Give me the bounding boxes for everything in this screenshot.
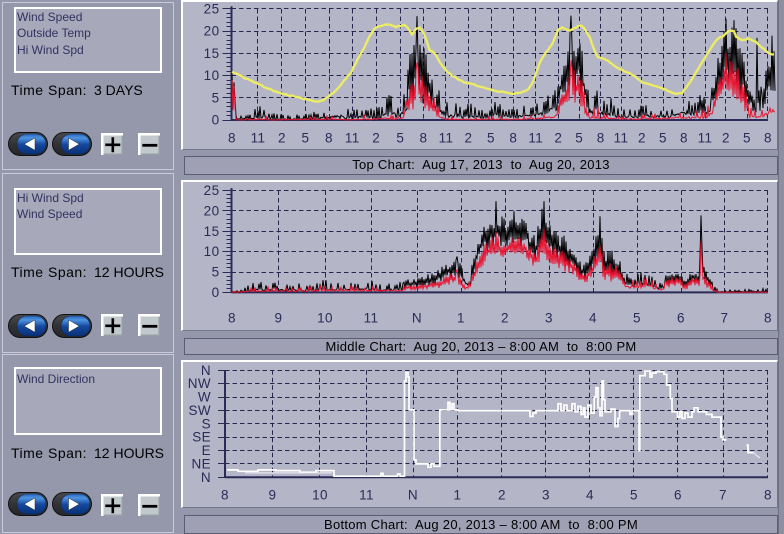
svg-text:11: 11: [364, 311, 379, 326]
svg-text:N: N: [412, 311, 422, 326]
svg-text:5: 5: [659, 131, 667, 146]
svg-text:5: 5: [212, 265, 220, 280]
svg-text:3: 3: [542, 488, 550, 503]
svg-text:10: 10: [317, 311, 333, 326]
svg-text:8: 8: [764, 488, 772, 503]
svg-text:8: 8: [221, 488, 229, 503]
svg-text:11: 11: [345, 131, 360, 146]
svg-text:5: 5: [302, 131, 310, 146]
svg-text:N: N: [408, 488, 418, 503]
svg-text:N: N: [201, 363, 211, 378]
svg-text:W: W: [198, 390, 211, 405]
svg-text:2: 2: [722, 131, 730, 146]
svg-text:1: 1: [457, 311, 465, 326]
svg-text:2: 2: [498, 488, 506, 503]
svg-text:4: 4: [586, 488, 594, 503]
svg-text:5: 5: [396, 131, 404, 146]
svg-text:7: 7: [719, 488, 727, 503]
svg-text:8: 8: [228, 131, 236, 146]
svg-text:5: 5: [575, 131, 583, 146]
svg-text:2: 2: [554, 131, 562, 146]
svg-text:6: 6: [677, 311, 685, 326]
svg-text:15: 15: [204, 46, 220, 61]
svg-text:4: 4: [589, 311, 597, 326]
svg-text:5: 5: [487, 131, 495, 146]
svg-text:2: 2: [372, 131, 380, 146]
svg-text:10: 10: [204, 68, 220, 83]
svg-text:1: 1: [454, 488, 462, 503]
svg-text:3: 3: [545, 311, 553, 326]
svg-text:0: 0: [212, 113, 220, 128]
svg-text:8: 8: [597, 131, 605, 146]
svg-text:2: 2: [278, 131, 286, 146]
svg-text:2: 2: [638, 131, 646, 146]
svg-text:20: 20: [204, 203, 220, 218]
svg-text:0: 0: [212, 285, 220, 300]
svg-text:2: 2: [501, 311, 509, 326]
svg-text:5: 5: [743, 131, 751, 146]
svg-text:11: 11: [698, 131, 713, 146]
svg-text:8: 8: [764, 311, 772, 326]
svg-text:NE: NE: [191, 456, 211, 471]
svg-text:9: 9: [269, 488, 277, 503]
svg-text:7: 7: [721, 311, 729, 326]
svg-text:10: 10: [312, 488, 328, 503]
svg-text:E: E: [202, 443, 211, 458]
svg-text:11: 11: [439, 131, 454, 146]
svg-text:S: S: [202, 416, 211, 431]
svg-text:N: N: [201, 470, 211, 485]
svg-text:15: 15: [204, 224, 220, 239]
svg-text:11: 11: [251, 131, 266, 146]
svg-text:8: 8: [228, 311, 236, 326]
svg-text:8: 8: [764, 131, 772, 146]
svg-text:8: 8: [509, 131, 517, 146]
svg-text:11: 11: [359, 488, 374, 503]
svg-text:25: 25: [204, 2, 220, 17]
svg-text:11: 11: [528, 131, 543, 146]
svg-text:8: 8: [680, 131, 688, 146]
svg-text:25: 25: [204, 183, 220, 198]
svg-text:6: 6: [674, 488, 682, 503]
svg-text:2: 2: [465, 131, 473, 146]
svg-text:5: 5: [212, 90, 220, 105]
svg-text:20: 20: [204, 24, 220, 39]
svg-text:8: 8: [325, 131, 333, 146]
svg-text:10: 10: [204, 244, 220, 259]
svg-text:SW: SW: [188, 403, 211, 418]
svg-text:8: 8: [420, 131, 428, 146]
svg-text:SE: SE: [192, 430, 211, 445]
svg-text:5: 5: [630, 488, 638, 503]
svg-text:5: 5: [633, 311, 641, 326]
svg-text:NW: NW: [188, 376, 211, 391]
svg-text:11: 11: [614, 131, 629, 146]
svg-text:9: 9: [275, 311, 283, 326]
